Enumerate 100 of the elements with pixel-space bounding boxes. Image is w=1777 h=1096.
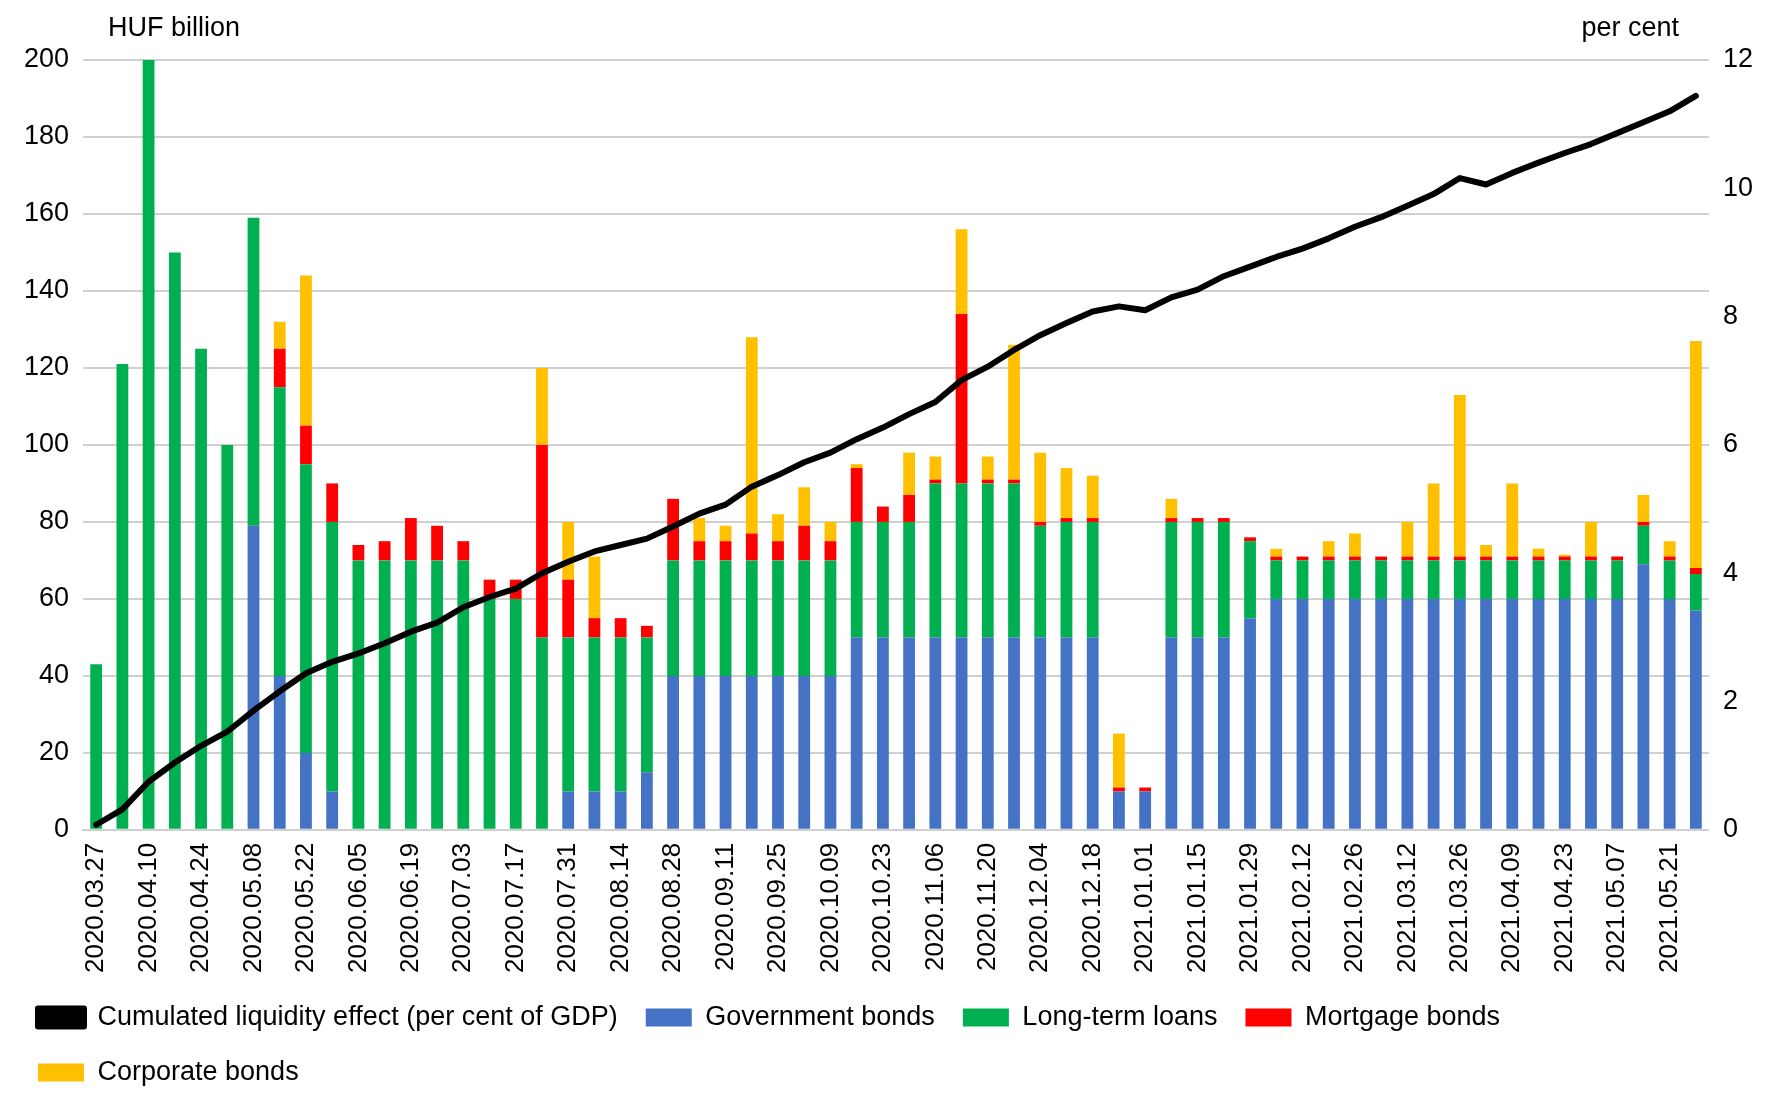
y2-tick-label: 4 [1722, 556, 1738, 587]
bar [1349, 560, 1361, 599]
bar [273, 348, 286, 388]
bar [1191, 521, 1204, 638]
bar [772, 541, 784, 561]
y2-tick-label: 2 [1722, 685, 1738, 716]
bar [1034, 452, 1047, 522]
bar [1139, 791, 1152, 829]
bar [300, 752, 312, 829]
bar [1322, 541, 1335, 557]
bar [693, 560, 706, 676]
bar [1270, 548, 1283, 557]
bar [1060, 518, 1073, 522]
x-tick-label: 2020.08.28 [656, 842, 687, 974]
bar [1480, 560, 1492, 599]
bar [1532, 560, 1545, 599]
bar [719, 675, 732, 829]
bar [772, 675, 784, 829]
bar [1086, 521, 1099, 638]
bar [850, 464, 863, 469]
bar [929, 456, 942, 480]
bar [536, 637, 548, 829]
bar [640, 625, 653, 638]
bar [1480, 598, 1492, 829]
bar [300, 275, 312, 426]
bar [1585, 521, 1597, 557]
bar [1375, 560, 1388, 599]
bar [1453, 394, 1466, 557]
bar [824, 541, 837, 561]
bar [273, 675, 286, 829]
bar [667, 675, 679, 829]
x-tick-label: 2020.07.31 [551, 842, 582, 974]
bar [745, 533, 758, 561]
bar [719, 525, 732, 542]
bar [1480, 545, 1492, 557]
bar [903, 494, 916, 522]
bar [693, 518, 706, 542]
x-tick-label: 2020.10.09 [813, 842, 844, 974]
x-tick-label: 2020.09.11 [708, 842, 739, 972]
x-tick-label: 2020.08.14 [603, 842, 634, 974]
bar [247, 217, 260, 526]
bar [1585, 598, 1597, 829]
x-tick-label: 2020.09.25 [761, 842, 792, 974]
legend-label: Long-term loans [1022, 1000, 1218, 1031]
bar [1506, 560, 1519, 599]
bar [404, 560, 417, 829]
x-tick-label: 2021.04.09 [1495, 842, 1526, 974]
bar [536, 444, 548, 638]
bar [772, 560, 784, 676]
bar [1322, 560, 1335, 599]
bar [1585, 560, 1597, 599]
y-tick-label: 80 [39, 505, 70, 536]
bar [1270, 598, 1283, 829]
bar [273, 387, 286, 676]
bar [588, 637, 601, 792]
bar [457, 560, 470, 829]
bar [300, 425, 312, 465]
bar [1244, 537, 1256, 542]
y-tick-label: 40 [39, 659, 70, 690]
x-tick-label: 2020.12.18 [1075, 842, 1106, 974]
bar [1689, 610, 1702, 829]
y-tick-label: 120 [23, 351, 70, 382]
x-tick-label: 2020.11.20 [970, 842, 1001, 972]
bar [1506, 483, 1519, 557]
bar [431, 525, 443, 561]
x-tick-label: 2021.05.07 [1600, 842, 1631, 974]
bar [1401, 598, 1414, 829]
bar [1427, 483, 1440, 557]
x-tick-label: 2020.05.22 [289, 842, 320, 974]
y-tick-label: 100 [23, 428, 70, 459]
bar [903, 637, 916, 829]
bar [352, 560, 365, 829]
bar [903, 521, 916, 638]
bar [1008, 344, 1020, 480]
bar [1663, 598, 1676, 829]
x-tick-label: 2020.06.19 [394, 842, 425, 974]
x-tick-label: 2020.04.24 [184, 842, 215, 974]
bar [850, 468, 863, 522]
bar [1217, 521, 1230, 638]
x-tick-label: 2020.04.10 [131, 842, 162, 974]
bar [1060, 468, 1073, 519]
bar [1086, 637, 1099, 829]
bar [640, 637, 653, 773]
x-tick-label: 2020.12.04 [1023, 842, 1054, 974]
y2-tick-label: 8 [1722, 300, 1738, 331]
legend-label: Corporate bonds [97, 1055, 299, 1086]
bar [1165, 637, 1178, 829]
x-tick-label: 2021.03.26 [1443, 842, 1474, 974]
bar [562, 637, 575, 792]
y-tick-label: 160 [23, 197, 70, 228]
bar [1165, 521, 1178, 638]
y2-axis-title: per cent [1581, 11, 1680, 42]
y2-tick-label: 6 [1722, 428, 1738, 459]
bar [1689, 341, 1702, 569]
bar [877, 637, 889, 829]
bar [614, 791, 627, 829]
bar [667, 560, 679, 676]
bar [1113, 733, 1125, 788]
bar [404, 518, 417, 561]
bar [1165, 498, 1178, 519]
